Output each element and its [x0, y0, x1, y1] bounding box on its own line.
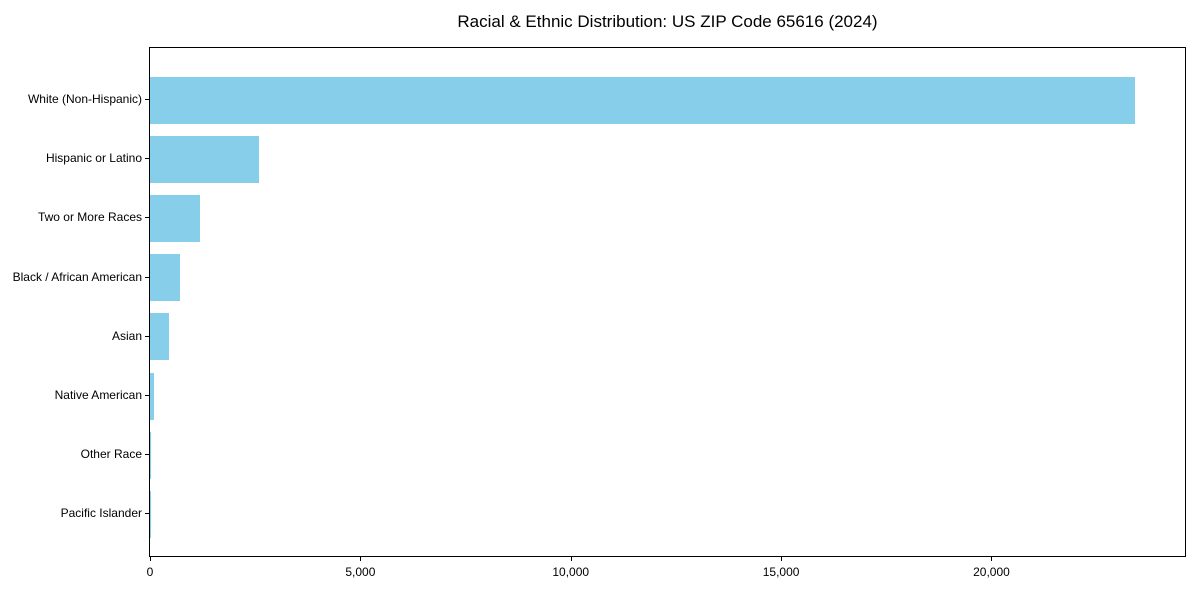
- y-axis-tick: [145, 158, 149, 160]
- y-axis-tick: [145, 395, 149, 396]
- plot-area: [149, 47, 1186, 557]
- y-axis-label-white-non-hispanic: White (Non-Hispanic): [27, 92, 142, 106]
- y-axis-tick: [145, 276, 149, 278]
- bar-native-american: [150, 372, 154, 420]
- x-axis-tick: [570, 557, 572, 561]
- bar-two-or-more-races: [150, 194, 201, 242]
- x-axis-tick-label: 5,000: [345, 565, 376, 579]
- y-axis-tick: [145, 335, 149, 337]
- bar-white-non-hispanic: [150, 76, 1135, 124]
- y-axis-tick: [145, 99, 149, 100]
- x-axis-tick-label: 15,000: [762, 565, 800, 579]
- y-axis-label-other-race: Other Race: [80, 447, 142, 462]
- x-axis-tick-label: 10,000: [552, 565, 590, 579]
- x-axis-tick-label: 20,000: [973, 565, 1010, 579]
- x-axis-tick-label: 0: [146, 565, 154, 579]
- y-axis-label-native-american: Native American: [54, 388, 142, 402]
- y-axis-label-pacific-islander: Pacific Islander: [60, 506, 142, 521]
- y-axis-label-asian: Asian: [111, 328, 142, 343]
- x-axis-tick: [360, 557, 362, 561]
- chart-title: Racial & Ethnic Distribution: US ZIP Cod…: [457, 12, 878, 31]
- y-axis-label-hispanic-or-latino: Hispanic or Latino: [45, 151, 142, 166]
- y-axis-tick: [145, 217, 149, 219]
- bar-other-race: [150, 431, 151, 479]
- y-axis-label-black-african-american: Black / African American: [12, 269, 142, 284]
- y-axis-tick: [145, 454, 149, 456]
- y-axis-tick: [145, 513, 149, 515]
- bar-asian: [150, 313, 169, 361]
- bar-black-african-american: [150, 254, 180, 302]
- y-axis-label-two-or-more-races: Two or More Races: [37, 210, 142, 225]
- x-axis-tick: [991, 557, 993, 561]
- x-axis-tick: [150, 557, 151, 561]
- x-axis-tick: [781, 557, 783, 561]
- bar-hispanic-or-latino: [150, 135, 260, 183]
